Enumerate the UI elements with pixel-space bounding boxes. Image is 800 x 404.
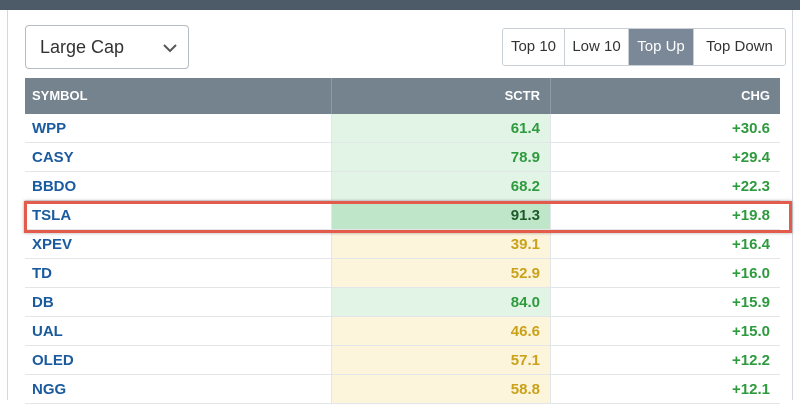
- sctr-value: 91.3: [331, 201, 550, 229]
- sctr-value: 46.6: [331, 317, 550, 345]
- chg-value: +16.4: [550, 230, 780, 258]
- symbol-link[interactable]: OLED: [32, 352, 74, 369]
- sctr-value: 39.1: [331, 230, 550, 258]
- sctr-value: 68.2: [331, 172, 550, 200]
- symbol-link[interactable]: WPP: [32, 120, 67, 137]
- table-row: TD 52.9 +16.0: [25, 259, 780, 288]
- cap-size-value: Large Cap: [40, 37, 125, 57]
- sctr-value: 84.0: [331, 288, 550, 316]
- chg-value: +30.6: [550, 114, 780, 142]
- chg-value: +16.0: [550, 259, 780, 287]
- symbol-link[interactable]: TSLA: [32, 207, 72, 224]
- top-up-button[interactable]: Top Up: [629, 29, 694, 65]
- chg-value: +29.4: [550, 143, 780, 171]
- symbol-link[interactable]: TD: [32, 265, 52, 282]
- top-bar: [0, 0, 800, 10]
- symbol-link[interactable]: XPEV: [32, 236, 73, 253]
- symbol-link[interactable]: BBDO: [32, 178, 77, 195]
- column-header-chg[interactable]: CHG: [550, 78, 780, 114]
- sctr-table: SYMBOL SCTR CHG WPP 61.4 +30.6 CASY 78.9…: [25, 78, 780, 404]
- table-row: WPP 61.4 +30.6: [25, 114, 780, 143]
- sctr-value: 52.9: [331, 259, 550, 287]
- symbol-link[interactable]: NGG: [32, 381, 67, 398]
- chg-value: +15.9: [550, 288, 780, 316]
- chg-value: +22.3: [550, 172, 780, 200]
- top-down-button[interactable]: Top Down: [694, 29, 785, 65]
- sctr-value: 57.1: [331, 346, 550, 374]
- chevron-down-icon: [162, 41, 178, 53]
- table-row: CASY 78.9 +29.4: [25, 143, 780, 172]
- chg-value: +12.2: [550, 346, 780, 374]
- table-row: XPEV 39.1 +16.4: [25, 230, 780, 259]
- sctr-value: 78.9: [331, 143, 550, 171]
- symbol-link[interactable]: DB: [32, 294, 54, 311]
- panel: [7, 10, 793, 400]
- sctr-value: 58.8: [331, 375, 550, 403]
- column-header-sctr[interactable]: SCTR: [331, 78, 550, 114]
- chg-value: +19.8: [550, 201, 780, 229]
- table-row: UAL 46.6 +15.0: [25, 317, 780, 346]
- table-row: TSLA 91.3 +19.8: [25, 201, 780, 230]
- low-10-button[interactable]: Low 10: [565, 29, 629, 65]
- symbol-link[interactable]: UAL: [32, 323, 63, 340]
- chg-value: +12.1: [550, 375, 780, 403]
- table-row: OLED 57.1 +12.2: [25, 346, 780, 375]
- top-10-button[interactable]: Top 10: [503, 29, 565, 65]
- symbol-link[interactable]: CASY: [32, 149, 74, 166]
- chg-value: +15.0: [550, 317, 780, 345]
- sctr-value: 61.4: [331, 114, 550, 142]
- column-header-symbol[interactable]: SYMBOL: [32, 88, 88, 103]
- cap-size-select[interactable]: Large Cap: [25, 25, 189, 69]
- filter-button-group: Top 10 Low 10 Top Up Top Down: [502, 28, 786, 66]
- table-header: SYMBOL SCTR CHG: [25, 78, 780, 114]
- table-row: DB 84.0 +15.9: [25, 288, 780, 317]
- table-row: BBDO 68.2 +22.3: [25, 172, 780, 201]
